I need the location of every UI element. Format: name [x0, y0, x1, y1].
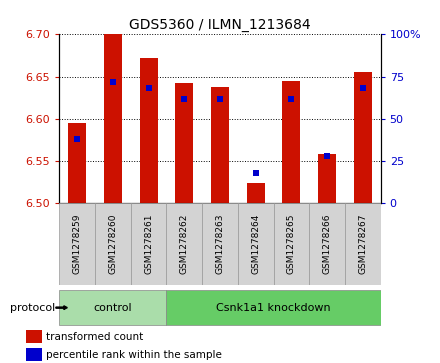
Text: control: control [94, 303, 132, 313]
Bar [95, 203, 131, 285]
Text: Csnk1a1 knockdown: Csnk1a1 knockdown [216, 303, 331, 313]
Text: percentile rank within the sample: percentile rank within the sample [46, 350, 222, 360]
Bar [166, 290, 381, 325]
Bar [274, 203, 309, 285]
Text: GSM1278264: GSM1278264 [251, 214, 260, 274]
Point [359, 86, 366, 91]
Bar [26, 330, 42, 343]
Bar [345, 203, 381, 285]
Text: GSM1278262: GSM1278262 [180, 214, 189, 274]
Bar [176, 83, 193, 203]
Point [145, 86, 152, 91]
Text: protocol: protocol [10, 303, 55, 313]
Bar [104, 34, 122, 203]
Point [110, 79, 117, 85]
Bar [68, 123, 86, 203]
Title: GDS5360 / ILMN_1213684: GDS5360 / ILMN_1213684 [129, 18, 311, 32]
Bar [59, 203, 95, 285]
Bar [354, 73, 372, 203]
Text: GSM1278266: GSM1278266 [323, 214, 332, 274]
Bar [211, 87, 229, 203]
Text: GSM1278265: GSM1278265 [287, 214, 296, 274]
Point [216, 96, 224, 102]
Bar [202, 203, 238, 285]
Point [74, 136, 81, 142]
Point [181, 96, 188, 102]
Bar [282, 81, 300, 203]
Text: transformed count: transformed count [46, 332, 143, 342]
Text: GSM1278261: GSM1278261 [144, 214, 153, 274]
Point [252, 170, 259, 176]
Bar [318, 154, 336, 203]
Bar [59, 290, 166, 325]
Bar [247, 183, 264, 203]
Point [288, 96, 295, 102]
Bar [309, 203, 345, 285]
Bar [139, 58, 158, 203]
Text: GSM1278267: GSM1278267 [358, 214, 367, 274]
Text: GSM1278263: GSM1278263 [216, 214, 224, 274]
Text: GSM1278260: GSM1278260 [108, 214, 117, 274]
Bar [131, 203, 166, 285]
Bar [166, 203, 202, 285]
Bar [238, 203, 274, 285]
Text: GSM1278259: GSM1278259 [73, 214, 82, 274]
Bar [26, 348, 42, 361]
Point [323, 153, 330, 159]
